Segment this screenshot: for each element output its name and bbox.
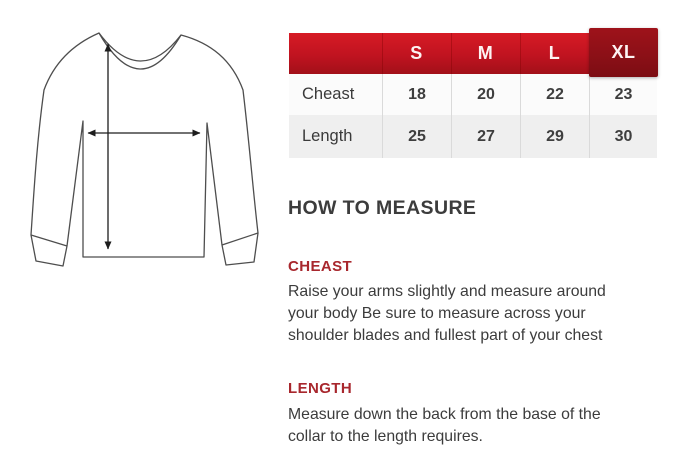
row-label: Cheast [302,85,355,103]
table-cell: 20 [451,74,520,115]
how-to-measure-title: HOW TO MEASURE [288,197,477,219]
cheast-instructions: Raise your arms slightly and measure aro… [288,283,606,344]
header-cell-empty [289,33,382,74]
table-cell: 23 [589,74,657,115]
table-row-cheast: Cheast 18 20 22 23 [289,74,657,115]
size-table: S M L XL Cheast 18 20 22 23 Length 25 27… [289,28,658,158]
header-cell-s: S [382,33,451,74]
right-cuff-seam [221,232,259,246]
table-cell: 18 [382,74,451,115]
left-cuff-seam [30,234,68,247]
table-cell: 25 [382,115,451,158]
row-label: Length [302,127,353,145]
size-table-header: S M L XL [289,28,658,77]
header-cell-m: M [451,33,520,74]
length-heading: LENGTH [288,380,353,397]
table-cell: 22 [520,74,589,115]
length-instructions: Measure down the back from the base of t… [288,406,601,445]
table-row-length: Length 25 27 29 30 [289,115,657,158]
table-cell: 30 [589,115,657,158]
shirt-outline [30,32,259,267]
header-cell-l: L [520,33,589,74]
shirt-measurement-diagram [30,32,259,267]
header-cell-xl: XL [589,28,658,77]
table-cell: 29 [520,115,589,158]
table-cell: 27 [451,115,520,158]
cheast-heading: CHEAST [288,258,353,275]
